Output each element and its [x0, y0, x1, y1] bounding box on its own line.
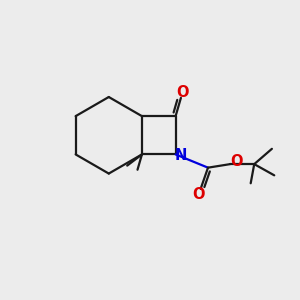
Text: O: O — [176, 85, 189, 100]
Text: N: N — [174, 148, 187, 163]
Text: O: O — [192, 187, 205, 202]
Text: O: O — [230, 154, 243, 169]
